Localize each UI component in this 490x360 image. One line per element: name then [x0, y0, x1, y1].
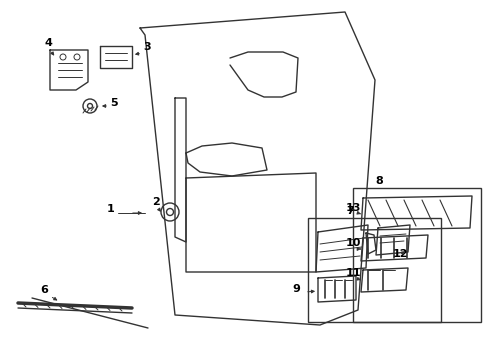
Text: 1: 1	[107, 204, 115, 214]
Text: 10: 10	[346, 238, 362, 248]
Text: 4: 4	[44, 38, 52, 48]
Text: 8: 8	[375, 176, 383, 186]
Text: 2: 2	[152, 197, 160, 207]
Text: 5: 5	[110, 98, 118, 108]
Text: 7: 7	[346, 206, 354, 216]
Bar	[308, 218, 441, 322]
Text: 6: 6	[40, 285, 48, 295]
Text: 9: 9	[292, 284, 300, 294]
Text: 13: 13	[346, 203, 362, 213]
Text: 3: 3	[143, 42, 150, 52]
Text: 12: 12	[393, 249, 409, 259]
Text: 11: 11	[346, 268, 362, 278]
Bar	[353, 188, 481, 322]
